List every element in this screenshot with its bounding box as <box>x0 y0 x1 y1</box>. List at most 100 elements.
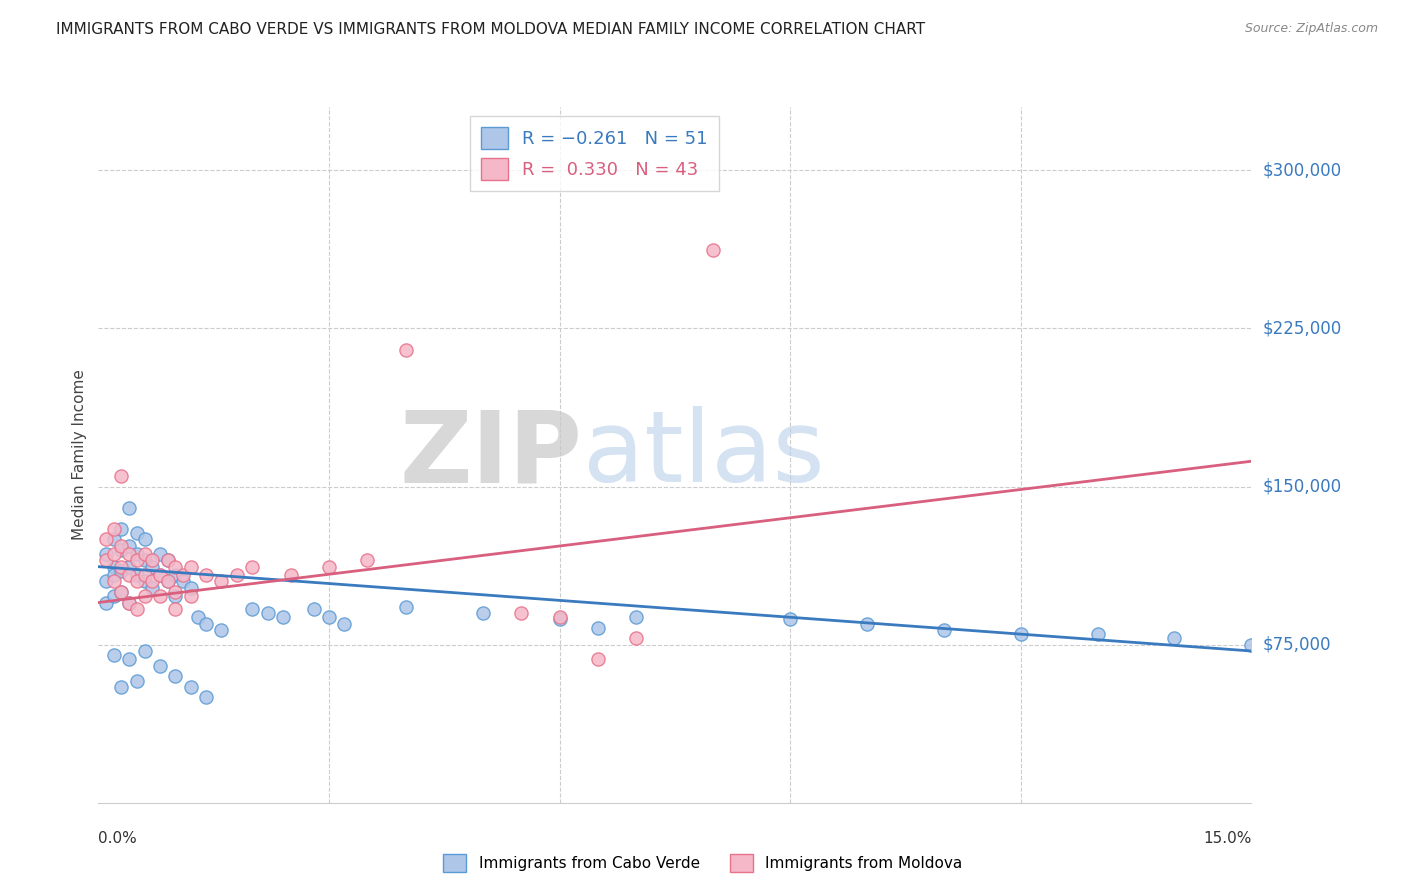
Point <box>318 610 340 624</box>
Point <box>134 589 156 603</box>
Point <box>103 648 125 663</box>
Point <box>103 547 125 561</box>
Point <box>110 559 132 574</box>
Point <box>94 553 117 567</box>
Point <box>141 559 163 574</box>
Point <box>125 673 148 688</box>
Point <box>318 559 340 574</box>
Point <box>856 616 879 631</box>
Text: Source: ZipAtlas.com: Source: ZipAtlas.com <box>1244 22 1378 36</box>
Point <box>195 616 218 631</box>
Point <box>110 522 132 536</box>
Point <box>156 574 179 589</box>
Point <box>333 616 356 631</box>
Legend: R = −0.261   N = 51, R =  0.330   N = 43: R = −0.261 N = 51, R = 0.330 N = 43 <box>470 116 718 191</box>
Point <box>586 621 609 635</box>
Point <box>125 547 148 561</box>
Point <box>141 553 163 567</box>
Point <box>172 574 194 589</box>
Point <box>1010 627 1032 641</box>
Point <box>209 623 232 637</box>
Y-axis label: Median Family Income: Median Family Income <box>72 369 87 541</box>
Point <box>118 539 141 553</box>
Point <box>195 690 218 705</box>
Point <box>1240 638 1263 652</box>
Point <box>510 606 533 620</box>
Point <box>118 547 141 561</box>
Point <box>103 568 125 582</box>
Point <box>134 547 156 561</box>
Point <box>134 553 156 567</box>
Text: IMMIGRANTS FROM CABO VERDE VS IMMIGRANTS FROM MOLDOVA MEDIAN FAMILY INCOME CORRE: IMMIGRANTS FROM CABO VERDE VS IMMIGRANTS… <box>56 22 925 37</box>
Point <box>165 568 187 582</box>
Point <box>118 595 141 609</box>
Point <box>141 581 163 595</box>
Point <box>165 585 187 599</box>
Point <box>110 585 132 599</box>
Point <box>94 533 117 547</box>
Point <box>110 539 132 553</box>
Point <box>110 469 132 483</box>
Text: ZIP: ZIP <box>399 407 582 503</box>
Point <box>94 574 117 589</box>
Point <box>110 585 132 599</box>
Point <box>110 680 132 694</box>
Point <box>110 542 132 557</box>
Point <box>209 574 232 589</box>
Point <box>1163 632 1185 646</box>
Point <box>149 547 172 561</box>
Point <box>586 652 609 666</box>
Point <box>548 610 571 624</box>
Point <box>103 589 125 603</box>
Point <box>125 568 148 582</box>
Point <box>471 606 494 620</box>
Point <box>187 610 209 624</box>
Point <box>548 612 571 626</box>
Point <box>165 602 187 616</box>
Point <box>195 568 218 582</box>
Point <box>779 612 801 626</box>
Point <box>125 553 148 567</box>
Point <box>118 559 141 574</box>
Point <box>271 610 294 624</box>
Point <box>156 553 179 567</box>
Point <box>141 574 163 589</box>
Point <box>103 533 125 547</box>
Point <box>118 568 141 582</box>
Point <box>626 632 648 646</box>
Point <box>103 559 125 574</box>
Point <box>125 525 148 540</box>
Point <box>134 644 156 658</box>
Point <box>118 595 141 609</box>
Text: atlas: atlas <box>582 407 824 503</box>
Point <box>125 574 148 589</box>
Point <box>103 522 125 536</box>
Point <box>180 589 202 603</box>
Point <box>172 568 194 582</box>
Point <box>110 564 132 578</box>
Point <box>180 680 202 694</box>
Point <box>149 568 172 582</box>
Point <box>240 602 263 616</box>
Point <box>156 574 179 589</box>
Point <box>280 568 302 582</box>
Point <box>702 244 724 258</box>
Point <box>134 533 156 547</box>
Point <box>180 559 202 574</box>
Point <box>256 606 278 620</box>
Point <box>149 568 172 582</box>
Point <box>134 574 156 589</box>
Point <box>134 568 156 582</box>
Point <box>240 559 263 574</box>
Text: $150,000: $150,000 <box>1263 477 1341 496</box>
Point <box>118 652 141 666</box>
Text: 15.0%: 15.0% <box>1204 830 1251 846</box>
Point <box>118 500 141 515</box>
Text: $300,000: $300,000 <box>1263 161 1341 179</box>
Text: $75,000: $75,000 <box>1263 636 1331 654</box>
Text: $225,000: $225,000 <box>1263 319 1341 337</box>
Point <box>626 610 648 624</box>
Point <box>1087 627 1109 641</box>
Point <box>932 623 955 637</box>
Point <box>356 553 378 567</box>
